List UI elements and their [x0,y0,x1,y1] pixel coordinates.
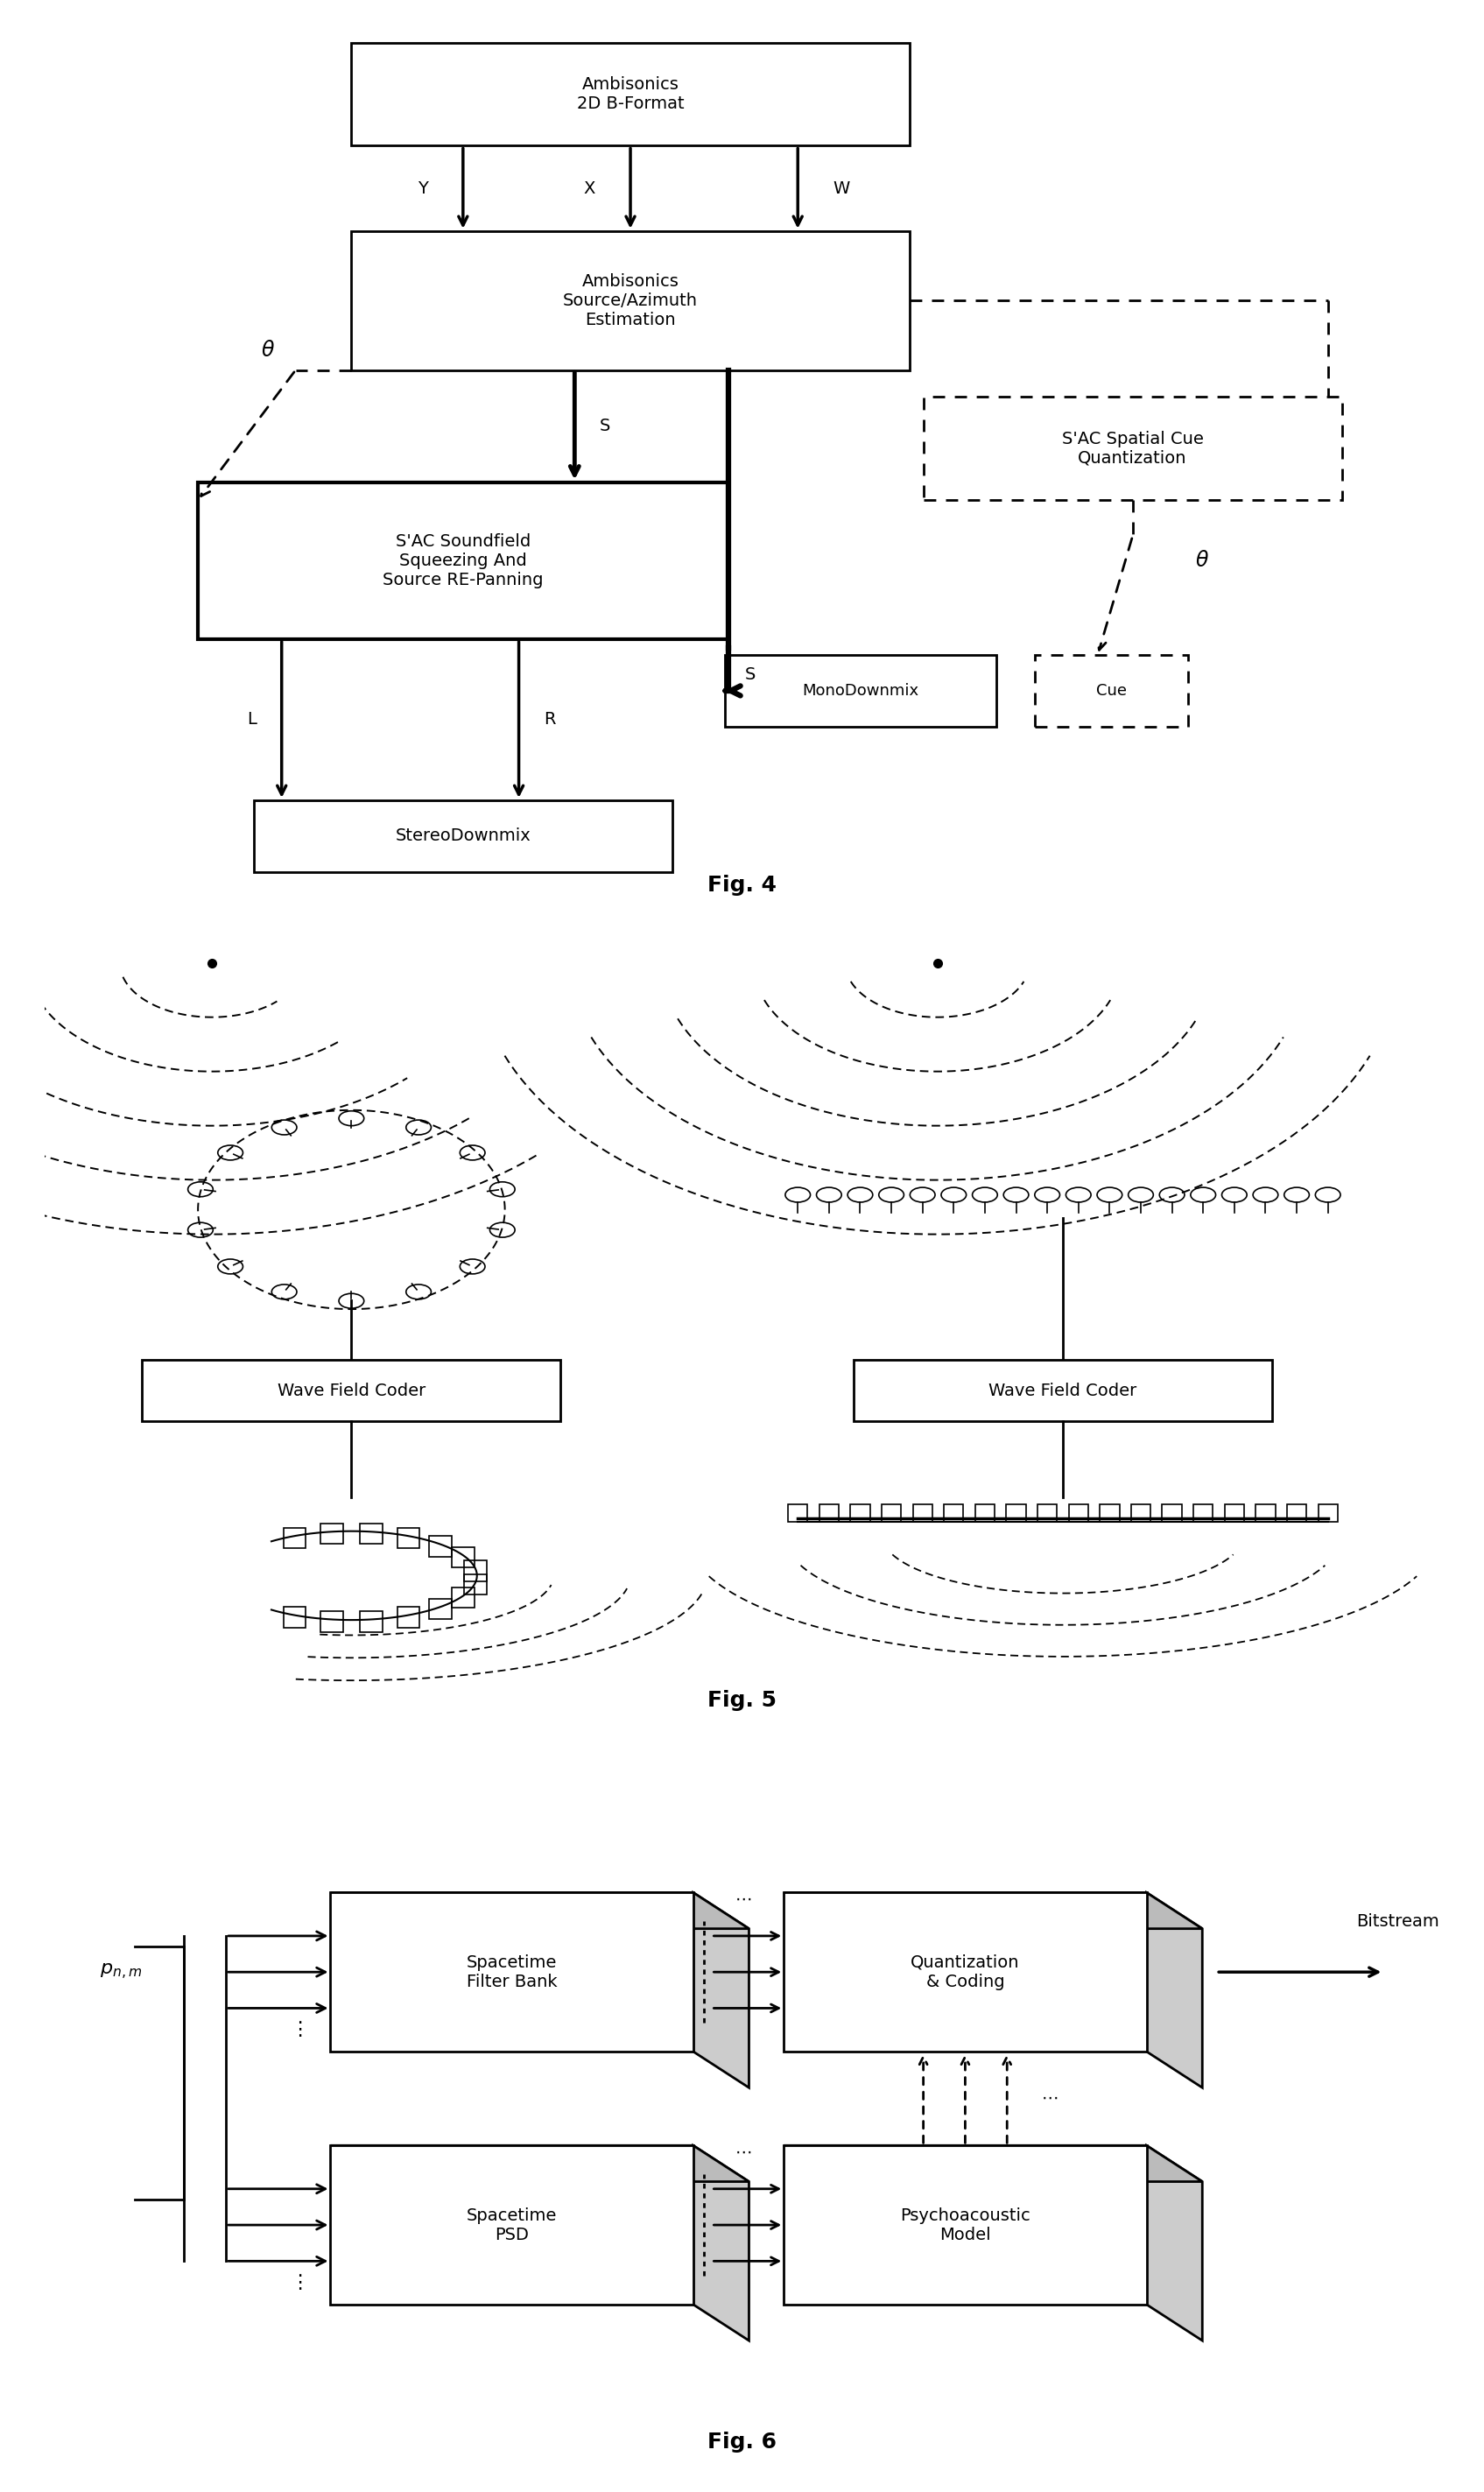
Text: ⋮: ⋮ [289,2275,310,2293]
Text: W: W [833,179,849,197]
Polygon shape [1147,1891,1202,2088]
Bar [784,1891,1147,2051]
Bar [331,1891,693,2051]
Polygon shape [693,2146,749,2340]
Text: Fig. 6: Fig. 6 [708,2432,776,2452]
Bar [881,1505,901,1523]
Bar [944,1505,963,1523]
Bar [429,1600,451,1620]
Bar [429,1535,451,1558]
Text: ⋮: ⋮ [289,2021,310,2038]
FancyBboxPatch shape [853,1361,1272,1420]
FancyBboxPatch shape [724,655,997,728]
Text: Spacetime
PSD: Spacetime PSD [466,2208,556,2243]
Text: Y: Y [417,179,427,197]
Bar [1068,1505,1088,1523]
Bar [1193,1505,1212,1523]
Text: Ambisonics
Source/Azimuth
Estimation: Ambisonics Source/Azimuth Estimation [562,274,697,329]
Text: S: S [600,419,610,434]
Text: X: X [583,179,595,197]
Bar [819,1505,838,1523]
FancyBboxPatch shape [197,483,729,638]
Bar [784,2146,1147,2305]
Bar [1006,1505,1025,1523]
Bar [1100,1505,1119,1523]
Bar [1287,1505,1306,1523]
Text: S'AC Spatial Cue
Quantization: S'AC Spatial Cue Quantization [1061,431,1204,466]
Text: $p_{n,m}$: $p_{n,m}$ [101,1961,142,1981]
Text: R: R [545,710,555,728]
Bar [398,1528,420,1548]
Polygon shape [1147,2146,1202,2340]
Text: ⋯: ⋯ [736,2146,752,2161]
Bar [1131,1505,1150,1523]
Text: $\theta$: $\theta$ [1196,551,1209,571]
Polygon shape [331,2146,749,2180]
Bar [331,2146,693,2305]
Polygon shape [331,1891,749,1929]
Bar [1255,1505,1275,1523]
Bar [464,1575,487,1595]
Polygon shape [784,1891,1202,1929]
Bar [283,1528,306,1548]
Text: Psychoacoustic
Model: Psychoacoustic Model [901,2208,1030,2243]
Text: S'AC Soundfield
Squeezing And
Source RE-Panning: S'AC Soundfield Squeezing And Source RE-… [383,533,543,588]
Bar [361,1612,383,1632]
Bar [850,1505,870,1523]
Bar [788,1505,807,1523]
Bar [398,1607,420,1627]
Text: L: L [246,710,257,728]
Text: $\theta$: $\theta$ [261,339,275,361]
Bar [1037,1505,1057,1523]
Bar [1162,1505,1181,1523]
Bar [1318,1505,1337,1523]
Text: Spacetime
Filter Bank: Spacetime Filter Bank [466,1954,556,1991]
Bar [913,1505,932,1523]
Polygon shape [693,1891,749,2088]
Text: StereoDownmix: StereoDownmix [395,827,531,845]
Text: ⋯: ⋯ [1042,2091,1060,2106]
Text: Fig. 5: Fig. 5 [708,1690,776,1712]
Text: Wave Field Coder: Wave Field Coder [278,1383,426,1398]
FancyBboxPatch shape [352,42,910,145]
Text: Ambisonics
2D B-Format: Ambisonics 2D B-Format [577,77,684,112]
FancyBboxPatch shape [254,800,672,872]
Bar [321,1612,343,1632]
FancyBboxPatch shape [923,396,1342,501]
Polygon shape [784,2146,1202,2180]
Bar [975,1505,994,1523]
Text: Cue: Cue [1097,683,1126,698]
Text: Bitstream: Bitstream [1356,1914,1439,1929]
Bar [283,1607,306,1627]
Bar [1224,1505,1244,1523]
Bar [361,1523,383,1545]
FancyBboxPatch shape [352,232,910,369]
Text: Fig. 4: Fig. 4 [708,875,776,895]
FancyBboxPatch shape [1034,655,1189,728]
Bar [453,1587,475,1607]
Text: Quantization
& Coding: Quantization & Coding [911,1954,1020,1991]
Text: ⋯: ⋯ [736,1891,752,1909]
Text: MonoDownmix: MonoDownmix [803,683,919,698]
Bar [464,1560,487,1580]
FancyBboxPatch shape [142,1361,561,1420]
Text: S: S [745,665,755,683]
Text: Wave Field Coder: Wave Field Coder [988,1383,1137,1398]
Bar [453,1548,475,1567]
Bar [321,1523,343,1545]
